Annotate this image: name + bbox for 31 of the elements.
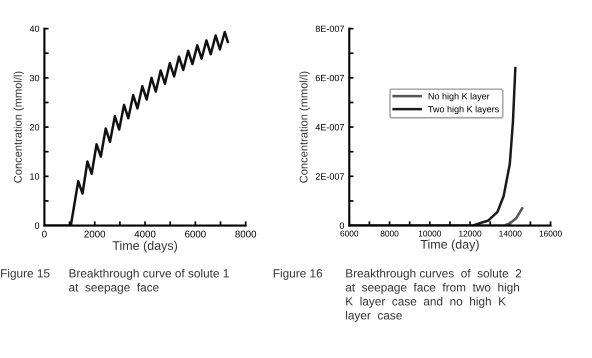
- y-tick-label: 0: [34, 222, 40, 229]
- x-tick-label: 12000: [459, 230, 482, 237]
- x-axis-title: Time (days): [112, 240, 178, 253]
- y-tick-label: 10: [30, 173, 40, 180]
- y-tick-label: 0: [340, 222, 344, 229]
- x-tick-label: 6000: [340, 230, 358, 237]
- text: Breakthrough curves of solute 2 at seepage face from two high K layer case and no high K layer case: [346, 268, 522, 322]
- y-tick-label: 20: [30, 124, 40, 130]
- x-tick-label: 8000: [380, 230, 398, 237]
- y-tick-label: 6E-007: [316, 74, 344, 82]
- x-tick-label: 2000: [84, 230, 106, 238]
- y-axis-title: Concentration (mmol/l): [299, 72, 310, 183]
- caption: Figure 15: [1, 268, 50, 280]
- x-tick-label: 0: [42, 230, 47, 238]
- y-tick-label: 40: [30, 26, 40, 32]
- y-axis-title: Concentration (mmol/l): [14, 72, 24, 183]
- x-tick-label: 14000: [499, 230, 522, 237]
- x-tick-label: 16000: [540, 230, 562, 237]
- y-tick-label: 2E-007: [316, 173, 344, 180]
- x-tick-label: 10000: [418, 230, 442, 237]
- x-tick-label: 6000: [185, 230, 206, 238]
- text: Breakthrough curve of solute 1 at seepage face: [69, 268, 229, 294]
- y-tick-label: 4E-007: [316, 124, 344, 130]
- y-tick-label: 30: [30, 74, 40, 82]
- x-tick-label: 8000: [235, 230, 256, 238]
- x-axis-title: Time (day): [420, 240, 479, 252]
- caption: Figure 16: [274, 268, 322, 280]
- y-tick-label: 8E-007: [316, 26, 344, 32]
- legend-label: Two high K layers: [428, 106, 499, 114]
- x-tick-label: 4000: [134, 230, 156, 238]
- legend-label: No high K layer: [428, 92, 490, 102]
